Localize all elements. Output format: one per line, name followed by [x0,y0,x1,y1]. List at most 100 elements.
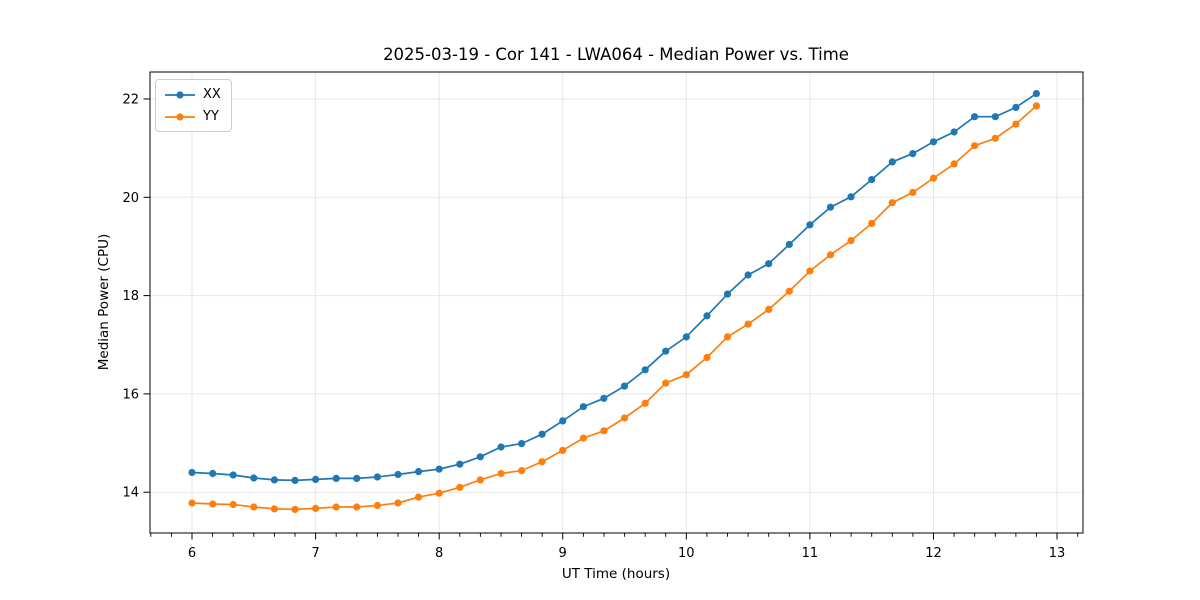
data-point [744,320,752,328]
data-point [373,501,381,510]
data-point [723,333,732,341]
data-point [188,468,196,477]
data-point [1012,103,1020,111]
legend-item-yy: YY [164,107,221,126]
series-yy [188,102,1040,513]
data-point [703,312,711,320]
legend-line-marker-icon [165,112,195,121]
data-point [579,434,588,442]
plot-border [149,71,1084,534]
data-point [538,458,546,466]
data-point [765,305,773,313]
data-point [909,188,917,196]
data-point [806,267,814,275]
data-point [641,399,649,407]
data-point [414,493,423,501]
data-point [332,503,340,511]
data-point [373,473,381,481]
data-point [868,219,876,227]
legend: XX YY [155,79,232,132]
data-point [868,176,876,184]
data-point [579,403,588,411]
data-point [826,251,835,259]
data-point [682,333,690,341]
y-tick-label: 16 [122,387,139,402]
data-point [1012,120,1020,128]
x-tick-label: 9 [559,546,567,561]
data-point [971,142,979,150]
legend-label: YY [203,109,219,124]
data-point [559,446,567,454]
x-tick-label: 13 [1049,546,1066,561]
data-point [847,193,855,201]
x-tick-label: 10 [678,546,695,561]
data-point [518,467,526,475]
y-axis-label: Median Power (CPU) [96,234,112,370]
series-xx [188,90,1040,484]
data-point [682,371,690,379]
data-point [991,113,999,121]
data-point [209,500,217,508]
data-point [291,476,299,484]
x-tick-label: 6 [188,546,196,561]
legend-item-xx: XX [164,85,221,104]
y-tick-label: 22 [122,93,139,108]
legend-label: XX [203,87,221,102]
tick-labels: 6 7 8 9 10 11 12 13 14 16 18 20 22 [122,93,1065,562]
data-point [888,199,896,207]
data-point [785,287,793,295]
data-point [1032,90,1040,98]
data-point [353,503,361,511]
data-point [394,470,402,479]
data-point [312,475,320,483]
data-point [394,499,402,507]
data-point [209,469,217,478]
x-tick-label: 12 [925,546,942,561]
data-point [229,471,237,479]
data-point [456,460,464,468]
data-point [662,379,670,387]
data-point [826,203,835,211]
data-point [250,474,258,482]
data-point [538,430,546,438]
data-point [662,347,670,355]
data-point [620,414,629,422]
data-point [270,505,278,513]
x-tick-label: 7 [311,546,319,561]
axes [143,71,1084,540]
data-point [950,128,958,136]
data-point [497,469,505,478]
x-axis-label: UT Time (hours) [562,566,670,582]
data-point [518,440,526,448]
data-point [620,382,629,390]
data-point [888,158,896,166]
data-point [723,290,732,298]
y-tick-label: 18 [122,289,139,304]
data-point [600,394,608,402]
data-point [929,174,938,182]
data-point [703,353,711,362]
data-point [188,499,196,507]
x-tick-label: 11 [802,546,819,561]
data-point [600,427,608,435]
data-point [785,240,793,249]
data-point [559,417,567,425]
series-line [191,105,1037,511]
chart-title: 2025-03-19 - Cor 141 - LWA064 - Median P… [383,45,849,64]
gridlines [150,72,1083,533]
data-point [291,505,299,513]
data-point [497,443,505,451]
y-tick-label: 14 [122,486,139,501]
data-point [765,260,773,268]
data-point [229,500,237,509]
data-point [270,476,278,484]
y-tick-label: 20 [122,191,139,206]
data-point [476,453,484,461]
data-point [312,504,320,512]
legend-line-marker-icon [165,90,195,99]
data-point [929,138,938,146]
data-point [250,503,258,511]
data-point [414,468,423,476]
